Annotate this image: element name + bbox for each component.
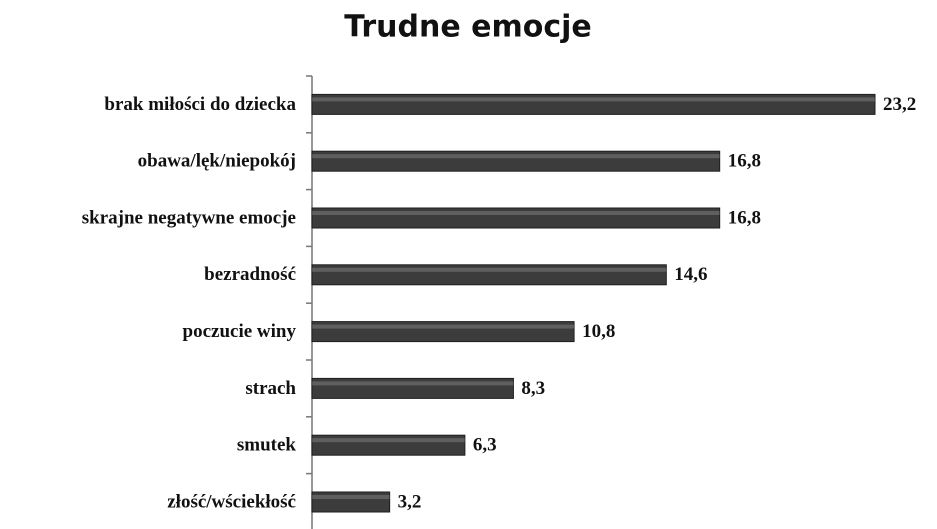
value-label: 6,3	[473, 435, 497, 456]
bar	[311, 434, 466, 456]
bar-highlight	[312, 438, 465, 443]
category-label: skrajne negatywne emocje	[82, 207, 296, 228]
category-label: obawa/lęk/niepokój	[138, 151, 296, 172]
category-label: poczucie winy	[183, 321, 297, 342]
bar	[311, 321, 575, 343]
bar-highlight	[312, 495, 390, 499]
category-label: złość/wściekłość	[167, 491, 296, 512]
bar-highlight	[312, 324, 575, 329]
bar	[311, 377, 514, 399]
bar-highlight	[312, 154, 720, 159]
bar	[311, 264, 667, 286]
bar-highlight	[312, 211, 720, 215]
value-label: 14,6	[674, 264, 707, 285]
bar	[311, 491, 391, 513]
value-label: 10,8	[582, 321, 615, 342]
bar	[311, 150, 721, 172]
bar	[311, 207, 721, 229]
bar	[311, 93, 876, 115]
chart-title: Trudne emocje	[344, 10, 592, 45]
value-label: 16,8	[728, 151, 761, 172]
value-label: 23,2	[883, 94, 916, 115]
value-label: 8,3	[521, 378, 545, 399]
bar-highlight	[312, 97, 875, 102]
bar-highlight	[312, 267, 667, 272]
bar-highlight	[312, 381, 514, 386]
category-label: bezradność	[204, 264, 296, 285]
category-label: brak miłości do dziecka	[104, 94, 296, 115]
value-label: 3,2	[398, 491, 422, 512]
category-label: smutek	[237, 435, 297, 456]
value-label: 16,8	[728, 207, 761, 228]
category-label: strach	[245, 378, 296, 399]
